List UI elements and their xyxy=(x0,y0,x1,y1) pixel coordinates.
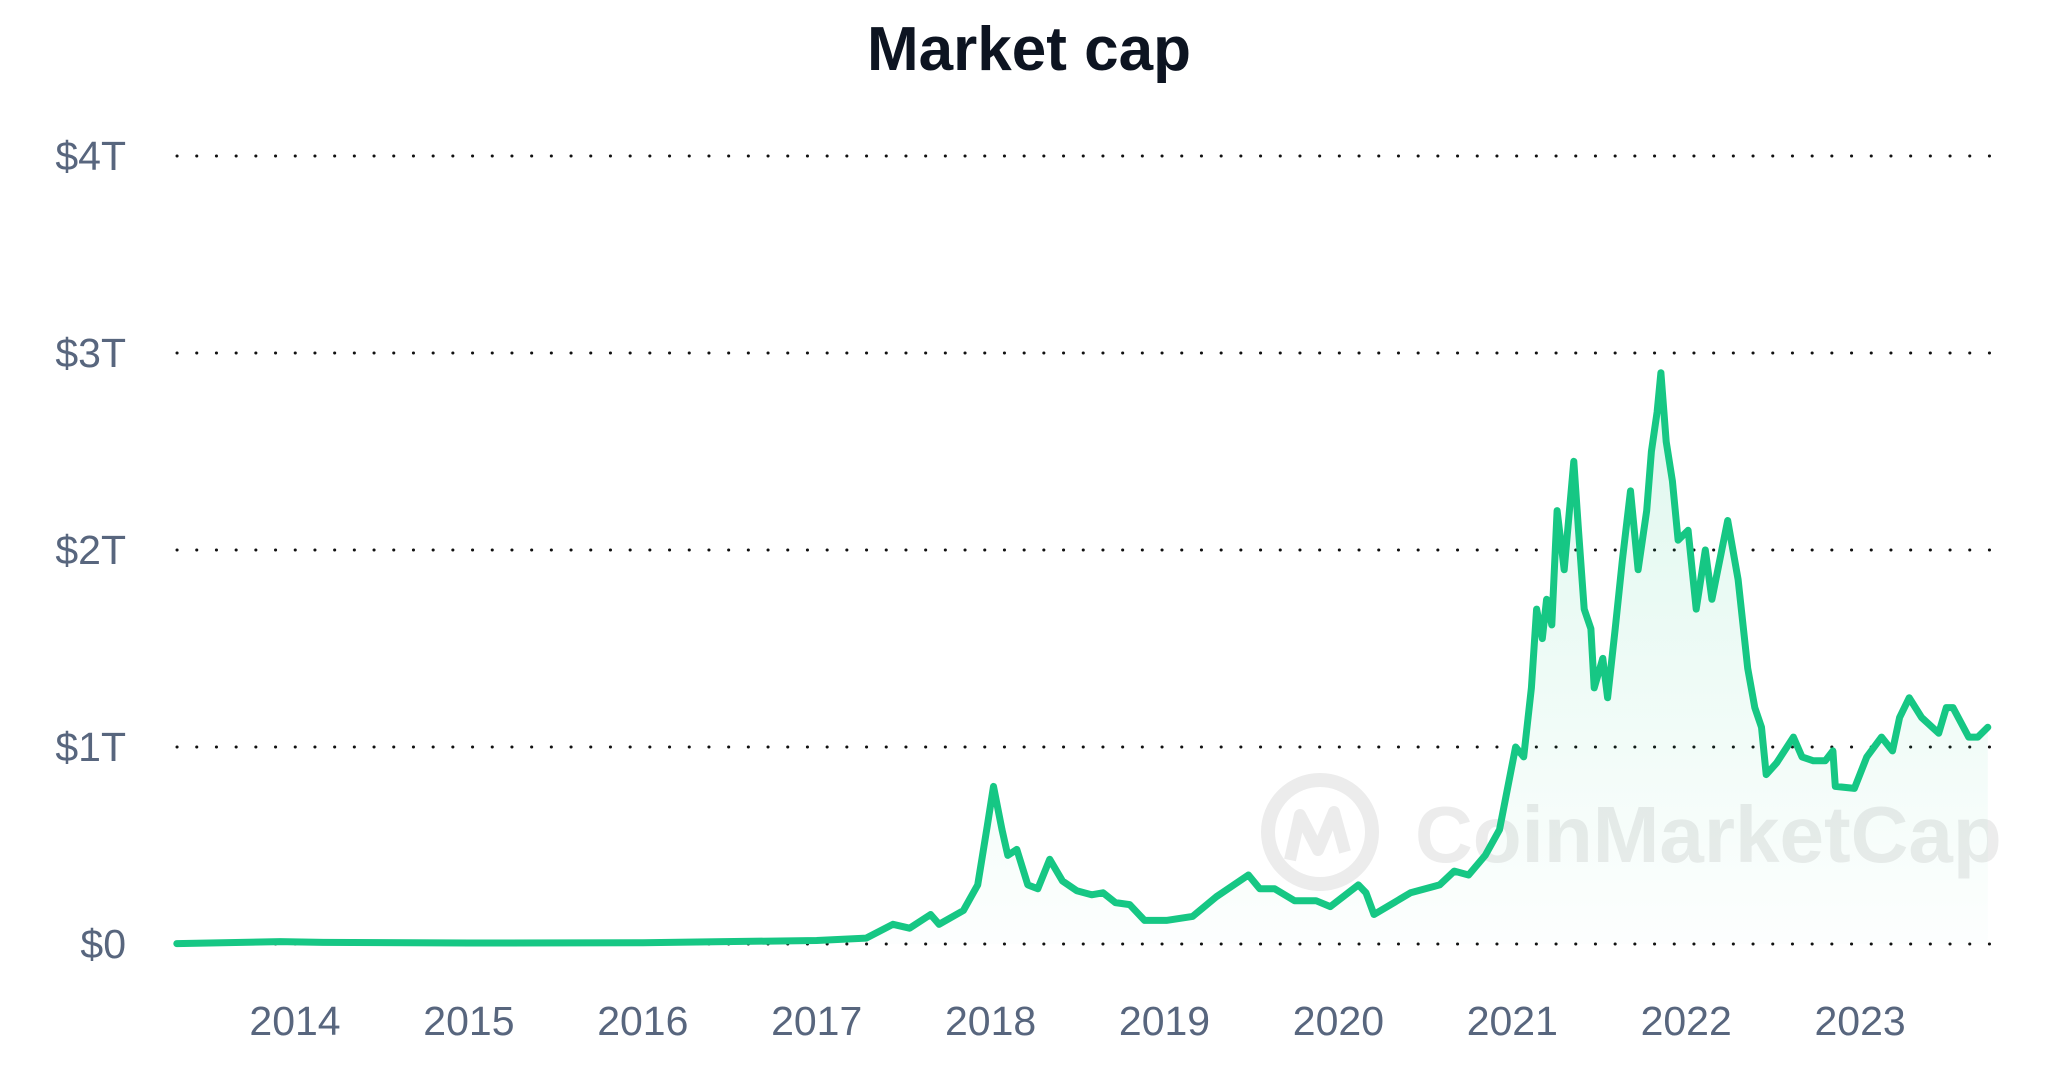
data-points xyxy=(176,372,1988,944)
x-tick-label: 2015 xyxy=(423,998,514,1044)
y-tick-label: $3T xyxy=(55,330,126,376)
y-tick-label: $4T xyxy=(55,133,126,179)
chart-title: Market cap xyxy=(867,15,1191,84)
y-tick-label: $2T xyxy=(55,527,126,573)
x-tick-label: 2020 xyxy=(1293,998,1384,1044)
series-area xyxy=(176,372,1988,944)
x-tick-label: 2023 xyxy=(1814,998,1905,1044)
coinmarketcap-logo-icon xyxy=(1261,773,1379,891)
x-axis: 2014 2015 2016 2017 2018 2019 2020 2021 2022 2023 xyxy=(249,998,1905,1044)
x-tick-label: 2018 xyxy=(945,998,1036,1044)
x-tick-label: 2021 xyxy=(1467,998,1558,1044)
y-axis: $0 $1T $2T $3T $4T xyxy=(55,133,126,967)
y-tick-label: $0 xyxy=(80,921,126,967)
x-tick-label: 2022 xyxy=(1641,998,1732,1044)
coinmarketcap-logo-mark xyxy=(1284,806,1351,862)
y-tick-label: $1T xyxy=(55,724,126,770)
x-tick-label: 2016 xyxy=(597,998,688,1044)
x-tick-label: 2014 xyxy=(249,998,340,1044)
x-tick-label: 2017 xyxy=(771,998,862,1044)
x-tick-label: 2019 xyxy=(1119,998,1210,1044)
